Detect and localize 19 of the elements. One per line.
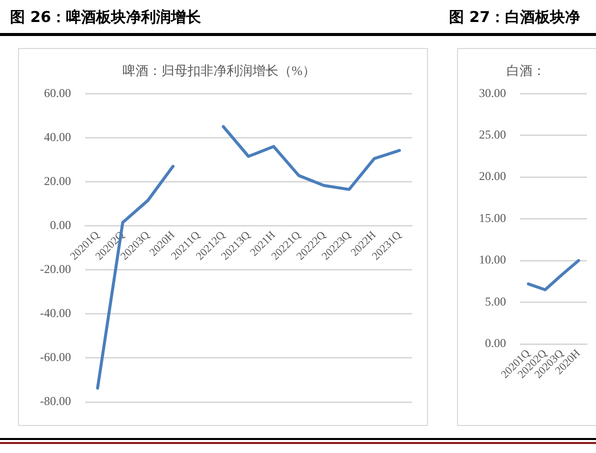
y-tick-label: 25.00 xyxy=(479,127,506,142)
chart-title: 图 27：白酒板块净 xyxy=(449,8,582,27)
y-tick-label: -20.00 xyxy=(40,262,71,276)
y-tick-label: 5.00 xyxy=(485,294,506,308)
y-tick-label: -40.00 xyxy=(40,306,71,320)
chart-subtitle: 白酒： xyxy=(506,63,546,78)
y-tick-label: 20.00 xyxy=(479,169,506,184)
y-tick-label: 40.00 xyxy=(44,130,71,144)
y-tick-label: 0.00 xyxy=(50,218,71,232)
y-tick-label: 0.00 xyxy=(485,336,506,350)
chart-subtitle: 啤酒：归母扣非净利润增长（%） xyxy=(122,63,316,78)
y-tick-label: -60.00 xyxy=(40,350,71,364)
y-tick-label: 15.00 xyxy=(479,210,506,225)
y-tick-label: 10.00 xyxy=(479,252,506,267)
y-tick-label: 20.00 xyxy=(44,174,71,188)
chart-title: 图 26：啤酒板块净利润增长 xyxy=(10,8,202,27)
y-tick-label: 30.00 xyxy=(479,86,506,100)
y-tick-label: 60.00 xyxy=(44,86,71,100)
y-tick-label: -80.00 xyxy=(40,394,71,408)
